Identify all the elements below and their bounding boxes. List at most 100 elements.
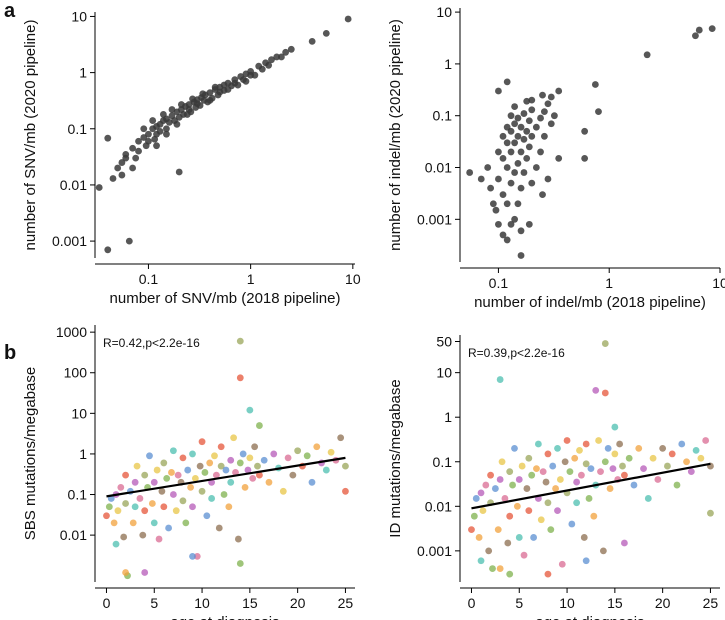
sbs-point — [198, 438, 206, 446]
id-point — [496, 376, 504, 383]
snv-point — [114, 164, 122, 172]
id-x-tick-label: 5 — [515, 595, 523, 611]
snv-point — [145, 130, 152, 138]
id-point — [587, 465, 595, 473]
indel-point — [525, 143, 533, 151]
snv-point — [163, 125, 170, 133]
snv-point — [189, 95, 196, 103]
sbs-y-tick-label: 100 — [64, 365, 88, 381]
id-point — [621, 471, 628, 479]
sbs-point — [294, 447, 302, 455]
sbs-point — [289, 471, 297, 479]
id-point — [566, 468, 574, 476]
sbs-point — [208, 495, 216, 502]
indel-point — [511, 215, 519, 223]
snv-point — [163, 130, 170, 138]
id-point — [496, 476, 504, 483]
id-x-tick-label: 10 — [559, 595, 575, 611]
id-point — [537, 516, 545, 524]
indel-point — [511, 139, 519, 147]
id-point — [644, 495, 652, 502]
snv-x-axis-label: number of SNV/mb (2018 pipeline) — [110, 290, 341, 307]
indel-point — [511, 103, 519, 110]
indel-point — [581, 154, 589, 162]
id-x-tick-label: 0 — [468, 595, 476, 611]
id-point — [552, 485, 559, 492]
id-point — [489, 565, 496, 572]
indel-y-tick-label: 10 — [436, 4, 452, 20]
id-point — [590, 512, 598, 520]
id-point — [692, 446, 700, 454]
snv-point — [142, 142, 150, 150]
snv-point — [220, 87, 228, 94]
sbs-point — [246, 406, 254, 414]
id-point — [702, 437, 710, 444]
indel-point — [591, 81, 599, 88]
indel-point — [507, 179, 515, 187]
indel-point — [528, 179, 536, 187]
indel-point — [539, 191, 546, 199]
sbs-point — [117, 483, 125, 491]
sbs-point — [244, 466, 252, 474]
snv-point — [165, 118, 173, 126]
indel-point — [520, 169, 528, 176]
sbs-point — [141, 507, 149, 515]
indel-point — [503, 236, 511, 244]
sbs-point — [184, 466, 192, 474]
id-point — [542, 478, 550, 486]
id-point — [604, 444, 612, 452]
indel-point — [547, 120, 555, 128]
panel-label-b: b — [4, 342, 17, 364]
snv-point — [175, 113, 183, 121]
indel-point — [507, 112, 515, 120]
sbs-point — [246, 454, 254, 462]
id-point — [509, 481, 516, 489]
sbs-point — [201, 469, 209, 476]
id-point — [511, 444, 518, 452]
id-point — [649, 454, 657, 462]
id-point — [485, 547, 493, 555]
indel-point — [507, 220, 515, 228]
sbs-point — [313, 443, 321, 451]
sbs-point — [141, 569, 149, 576]
snv-point — [308, 37, 316, 45]
sbs-point — [168, 469, 175, 476]
sbs-point — [236, 459, 244, 467]
indel-point — [520, 135, 528, 143]
id-point — [518, 462, 526, 470]
id-point — [554, 444, 561, 452]
indel-point — [532, 164, 540, 171]
indel-point — [499, 132, 507, 140]
snv-point — [211, 83, 219, 91]
snv-point — [135, 147, 142, 155]
snv-point — [200, 97, 208, 104]
indel-point — [495, 148, 502, 156]
sbs-point — [342, 462, 349, 470]
id-point — [549, 462, 557, 470]
sbs-y-tick-label: 10 — [71, 405, 87, 421]
snv-y-tick-label: 0.001 — [52, 233, 87, 249]
sbs-point — [191, 474, 199, 482]
sbs-point — [110, 519, 118, 527]
id-point — [611, 450, 619, 458]
sbs-point — [236, 374, 244, 382]
sbs-point — [158, 487, 166, 495]
indel-point — [503, 200, 511, 208]
indel-point — [544, 100, 552, 108]
sbs-y-axis-label: SBS mutations/megabase — [22, 367, 39, 540]
sbs-point — [220, 491, 228, 498]
id-point — [573, 478, 581, 486]
indel-point — [523, 127, 531, 135]
indel-y-tick-label: 1 — [444, 56, 452, 72]
id-point — [479, 507, 487, 515]
id-point — [707, 509, 714, 517]
id-y-axis-label: ID mutations/megabase — [387, 379, 404, 537]
indel-point — [499, 191, 507, 199]
id-point — [556, 476, 564, 483]
snv-point — [132, 154, 140, 162]
id-point — [621, 539, 628, 547]
sbs-x-tick-label: 0 — [103, 595, 111, 611]
indel-point — [517, 184, 525, 192]
indel-y-tick-label: 0.01 — [425, 160, 452, 176]
sbs-x-tick-label: 15 — [242, 595, 258, 611]
